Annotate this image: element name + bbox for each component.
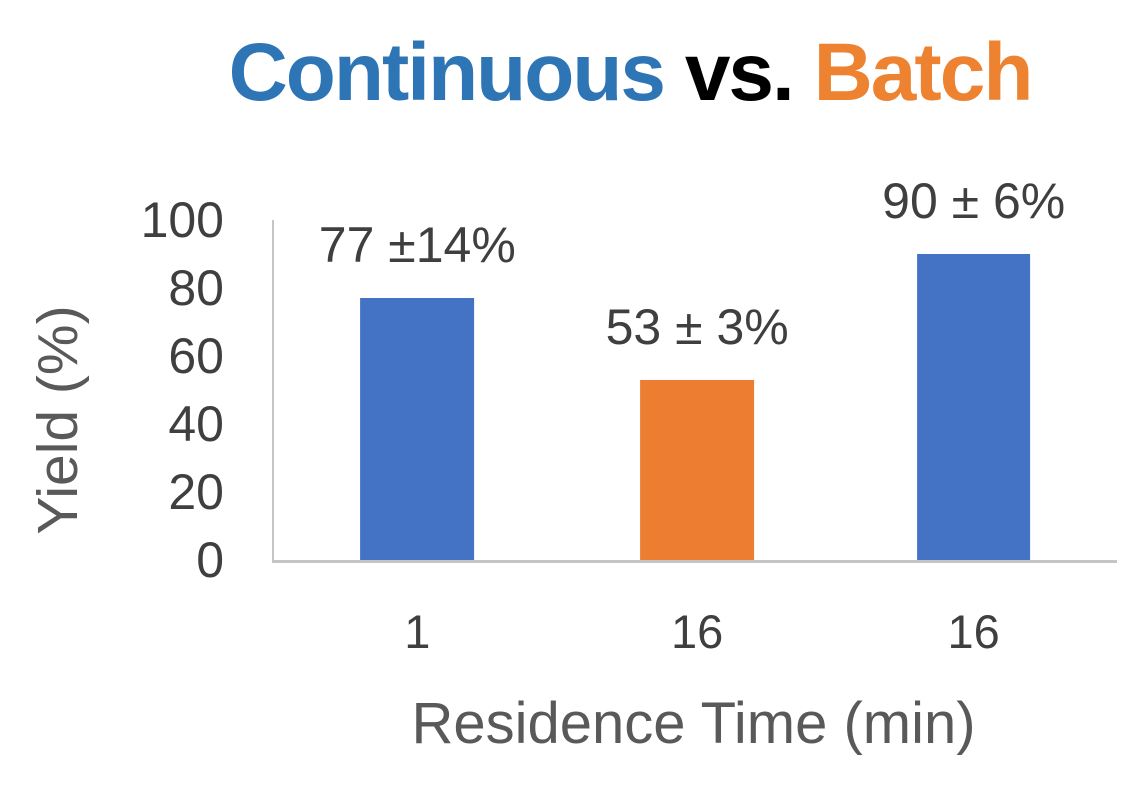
x-axis-title: Residence Time (min) [411, 691, 976, 756]
y-tick-label-60: 60 [168, 328, 224, 384]
plot-area: 77 ±14% 1 53 ± 3% 16 90 ± 6% 16 [272, 176, 1117, 655]
bar-data-label-2: 53 ± 3% [605, 298, 789, 355]
bar-data-label-1: 77 ±14% [318, 217, 516, 274]
y-tick-label-40: 40 [168, 396, 224, 452]
bar-3 [916, 254, 1031, 560]
bar-1 [360, 298, 475, 560]
y-tick-label-20: 20 [168, 464, 224, 520]
chart-title: Continuous vs. Batch [134, 26, 1126, 120]
y-tick-label-100: 100 [140, 192, 224, 248]
x-tick-label-2: 16 [671, 605, 724, 658]
chart-title-vs: vs. [664, 27, 814, 118]
bar-2 [640, 379, 755, 560]
x-tick-label-1: 1 [404, 605, 431, 658]
chart-title-continuous: Continuous [228, 27, 666, 118]
chart-title-batch: Batch [813, 27, 1034, 118]
bar-data-label-3: 90 ± 6% [882, 173, 1066, 229]
y-tick-label-0: 0 [196, 532, 224, 588]
x-tick-label-3: 16 [947, 605, 1000, 658]
y-axis-ticks: 0 20 40 60 80 100 [0, 195, 224, 585]
y-tick-label-80: 80 [168, 260, 224, 316]
